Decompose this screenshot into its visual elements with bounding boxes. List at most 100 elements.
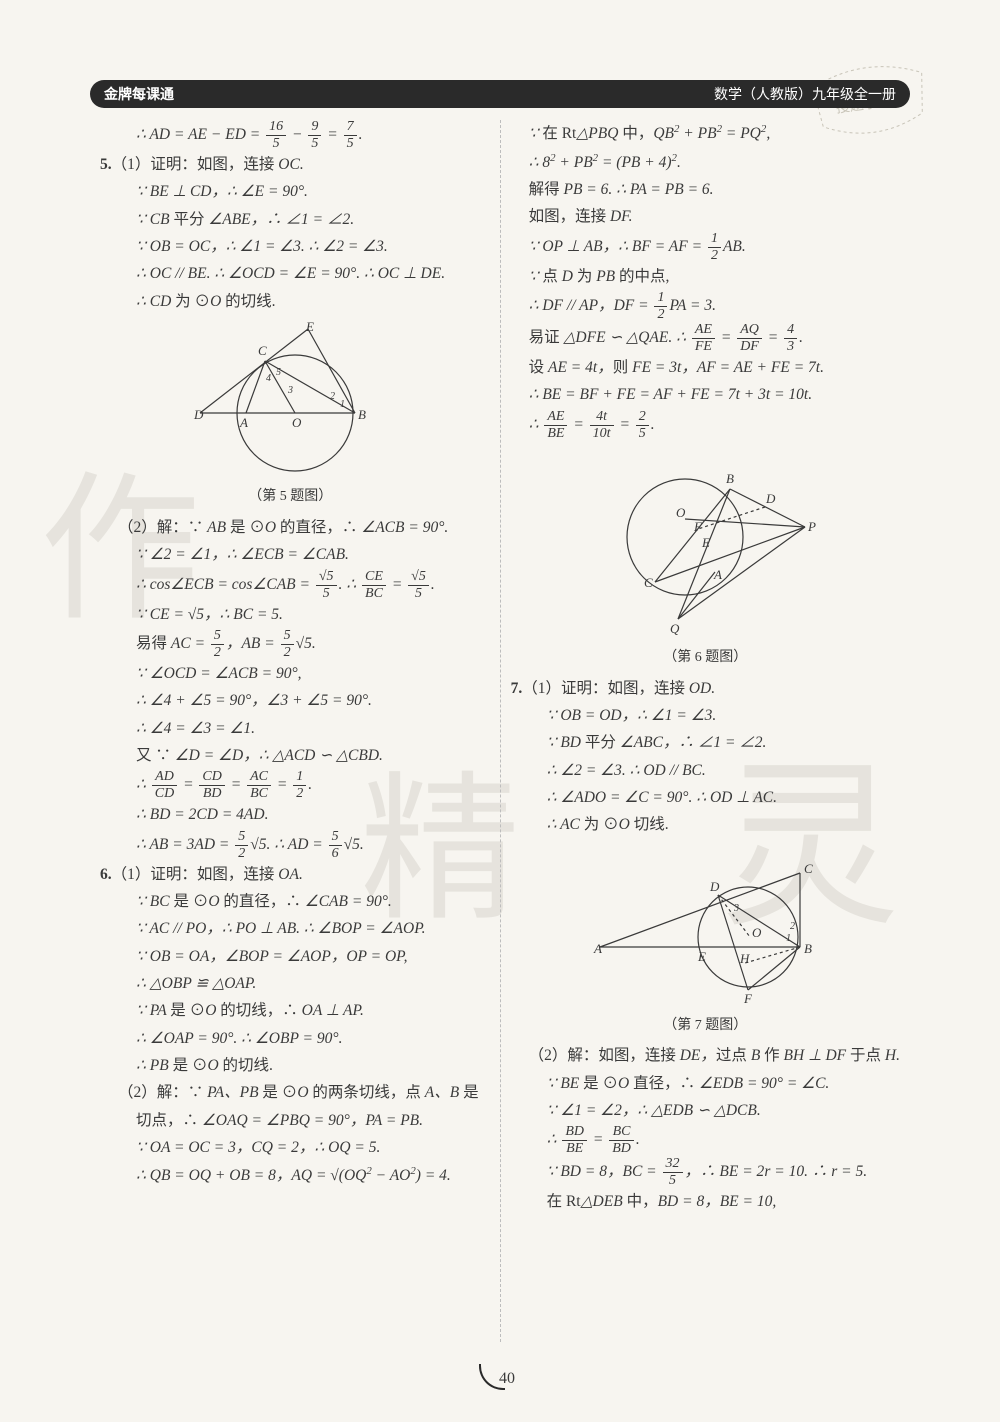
- solution-line: ∴ ∠OAP = 90°. ∴ ∠OBP = 90°.: [100, 1026, 481, 1052]
- solution-line: 易得 AC = 52，AB = 52√5.: [100, 629, 481, 660]
- svg-text:A: A: [713, 567, 722, 582]
- svg-text:4: 4: [266, 373, 271, 384]
- svg-text:O: O: [752, 925, 762, 940]
- svg-text:C: C: [804, 861, 813, 876]
- solution-line: ∵ OP ⊥ AB，∴ BF = AF = 12AB.: [511, 232, 900, 263]
- solution-line: ∵ ∠1 = ∠2，∴ △EDB ∽ △DCB.: [511, 1098, 900, 1124]
- solution-line: ∴ AEBE = 4t10t = 25.: [511, 410, 900, 441]
- solution-line: ∵ PA 是 ⊙O 的切线，∴ OA ⊥ AP.: [100, 998, 481, 1024]
- solution-line: ∴ OC // BE. ∴ ∠OCD = ∠E = 90°. ∴ OC ⊥ DE…: [100, 261, 481, 287]
- solution-line: ∵ BD 平分 ∠ABC，∴ ∠1 = ∠2.: [511, 730, 900, 756]
- solution-line: ∴ 82 + PB2 = (PB + 4)2.: [511, 149, 900, 177]
- solution-line: ∵ OA = OC = 3，CQ = 2，∴ OQ = 5.: [100, 1135, 481, 1161]
- svg-text:F: F: [693, 519, 703, 534]
- solution-line: ∴ PB 是 ⊙O 的切线.: [100, 1053, 481, 1079]
- figure-5-caption: （第 5 题图）: [100, 485, 481, 509]
- solution-line: （2）解：如图，连接 DE，过点 B 作 BH ⊥ DF 于点 H.: [511, 1043, 900, 1069]
- solution-line: 解得 PB = 6. ∴ PA = PB = 6.: [511, 177, 900, 203]
- figure-7-caption: （第 7 题图）: [511, 1014, 900, 1038]
- solution-line: ∴ CD 为 ⊙O 的切线.: [100, 289, 481, 315]
- content-columns: ∴ AD = AE − ED = 165 − 95 = 75. 5.（1）证明：…: [100, 120, 900, 1362]
- solution-line: （2）解：∵ AB 是 ⊙O 的直径，∴ ∠ACB = 90°.: [100, 515, 481, 541]
- solution-line: ∵ OB = OD，∴ ∠1 = ∠3.: [511, 703, 900, 729]
- solution-line: 在 Rt△DEB 中，BD = 8，BE = 10,: [511, 1189, 900, 1215]
- svg-text:E: E: [701, 535, 710, 550]
- svg-text:P: P: [807, 519, 816, 534]
- svg-text:H: H: [739, 951, 750, 966]
- svg-text:1: 1: [340, 399, 345, 410]
- solution-line: ∵ 在 Rt△PBQ 中，QB2 + PB2 = PQ2,: [511, 120, 900, 148]
- figure-6-caption: （第 6 题图）: [511, 646, 900, 670]
- svg-text:E: E: [305, 321, 314, 334]
- solution-line: ∵ ∠2 = ∠1，∴ ∠ECB = ∠CAB.: [100, 542, 481, 568]
- svg-text:B: B: [358, 407, 366, 422]
- page-number-wrap: 40: [0, 1370, 1000, 1388]
- svg-text:2: 2: [330, 391, 335, 402]
- solution-line: 如图，连接 DF.: [511, 204, 900, 230]
- svg-text:O: O: [292, 415, 302, 430]
- solution-line: ∴ ∠ADO = ∠C = 90°. ∴ OD ⊥ AC.: [511, 785, 900, 811]
- solution-line: ∵ BD = 8，BC = 325，∴ BE = 2r = 10. ∴ r = …: [511, 1157, 900, 1188]
- solution-line: 易证 △DFE ∽ △QAE. ∴ AEFE = AQDF = 43.: [511, 323, 900, 354]
- series-title: 金牌每课通: [104, 84, 174, 104]
- figure-5: D A O B C E 1 2 3 4 5: [180, 321, 400, 481]
- svg-text:D: D: [709, 879, 720, 894]
- solution-line: 又 ∵ ∠D = ∠D，∴ △ACD ∽ △CBD.: [100, 743, 481, 769]
- book-title: 数学（人教版）九年级全一册: [714, 84, 896, 104]
- figure-7: A E H O B C D F 1 2 3: [590, 845, 820, 1010]
- solution-line: ∴ △OBP ≌ △OAP.: [100, 971, 481, 997]
- page: 作 精 灵 搜题小助手 金牌每课通 数学（人教版）九年级全一册 ∴ AD = A…: [0, 0, 1000, 1422]
- solution-line: ∵ BE ⊥ CD，∴ ∠E = 90°.: [100, 179, 481, 205]
- figure-6: B D P O F E A C Q: [590, 447, 820, 642]
- solution-line: 设 AE = 4t，则 FE = 3t，AF = AE + FE = 7t.: [511, 355, 900, 381]
- solution-line: （2）解：∵ PA、PB 是 ⊙O 的两条切线，点 A、B 是: [100, 1080, 481, 1106]
- svg-text:5: 5: [276, 367, 281, 378]
- solution-line: ∵ ∠OCD = ∠ACB = 90°,: [100, 661, 481, 687]
- solution-line: ∵ BC 是 ⊙O 的直径，∴ ∠CAB = 90°.: [100, 889, 481, 915]
- solution-line: ∴ AB = 3AD = 52√5. ∴ AD = 56√5.: [100, 830, 481, 861]
- svg-text:A: A: [239, 415, 248, 430]
- svg-text:C: C: [644, 575, 653, 590]
- solution-line: ∵ CE = √5，∴ BC = 5.: [100, 602, 481, 628]
- solution-line: ∴ BDBE = BCBD.: [511, 1125, 900, 1156]
- solution-line: ∴ cos∠ECB = cos∠CAB = √55. ∴ CEBC = √55.: [100, 570, 481, 601]
- svg-text:B: B: [726, 471, 734, 486]
- solution-line: 切点，∴ ∠OAQ = ∠PBQ = 90°，PA = PB.: [100, 1108, 481, 1134]
- svg-text:C: C: [258, 343, 267, 358]
- solution-line: ∴ BD = 2CD = 4AD.: [100, 802, 481, 828]
- solution-line: ∴ ∠4 = ∠3 = ∠1.: [100, 716, 481, 742]
- solution-line: ∴ QB = OQ + OB = 8，AQ = √(OQ2 − AO2) = 4…: [100, 1162, 481, 1190]
- page-number: 40: [485, 1370, 515, 1388]
- solution-line: ∴ AD = AE − ED = 165 − 95 = 75.: [100, 120, 481, 151]
- solution-line: ∴ ∠4 + ∠5 = 90°，∠3 + ∠5 = 90°.: [100, 688, 481, 714]
- svg-text:Q: Q: [670, 621, 680, 636]
- problem-label: 5.（1）证明：如图，连接 OC.: [100, 152, 481, 178]
- solution-line: ∴ DF // AP，DF = 12PA = 3.: [511, 291, 900, 322]
- solution-line: ∵ CB 平分 ∠ABE，∴ ∠1 = ∠2.: [100, 207, 481, 233]
- left-column: ∴ AD = AE − ED = 165 − 95 = 75. 5.（1）证明：…: [100, 120, 481, 1362]
- solution-line: ∴ ∠2 = ∠3. ∴ OD // BC.: [511, 758, 900, 784]
- solution-line: ∴ AC 为 ⊙O 切线.: [511, 812, 900, 838]
- svg-text:3: 3: [733, 903, 739, 914]
- svg-text:D: D: [193, 407, 204, 422]
- svg-text:D: D: [765, 491, 776, 506]
- svg-text:F: F: [743, 991, 753, 1006]
- svg-text:2: 2: [790, 921, 795, 932]
- svg-text:E: E: [697, 949, 706, 964]
- solution-line: ∵ AC // PO，∴ PO ⊥ AB. ∴ ∠BOP = ∠AOP.: [100, 916, 481, 942]
- svg-text:A: A: [593, 941, 602, 956]
- svg-text:1: 1: [786, 933, 791, 944]
- solution-line: ∵ OB = OC，∴ ∠1 = ∠3. ∴ ∠2 = ∠3.: [100, 234, 481, 260]
- solution-line: ∵ BE 是 ⊙O 直径，∴ ∠EDB = 90° = ∠C.: [511, 1071, 900, 1097]
- solution-line: ∵ OB = OA，∠BOP = ∠AOP，OP = OP,: [100, 944, 481, 970]
- problem-label: 6.（1）证明：如图，连接 OA.: [100, 862, 481, 888]
- solution-line: ∴ ADCD = CDBD = ACBC = 12.: [100, 770, 481, 801]
- svg-text:3: 3: [287, 385, 293, 396]
- solution-line: ∵ 点 D 为 PB 的中点,: [511, 264, 900, 290]
- svg-text:O: O: [676, 505, 686, 520]
- header-ribbon: 金牌每课通 数学（人教版）九年级全一册: [90, 80, 910, 108]
- svg-text:B: B: [804, 941, 812, 956]
- solution-line: ∴ BE = BF + FE = AF + FE = 7t + 3t = 10t…: [511, 382, 900, 408]
- right-column: ∵ 在 Rt△PBQ 中，QB2 + PB2 = PQ2, ∴ 82 + PB2…: [511, 120, 900, 1362]
- problem-label: 7.（1）证明：如图，连接 OD.: [511, 676, 900, 702]
